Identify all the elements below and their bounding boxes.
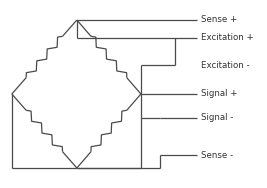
- Text: Sense +: Sense +: [201, 15, 237, 24]
- Text: Sense -: Sense -: [201, 151, 233, 159]
- Text: Signal -: Signal -: [201, 114, 233, 123]
- Text: Signal +: Signal +: [201, 89, 238, 99]
- Text: Excitation +: Excitation +: [201, 33, 254, 42]
- Text: Excitation -: Excitation -: [201, 61, 250, 70]
